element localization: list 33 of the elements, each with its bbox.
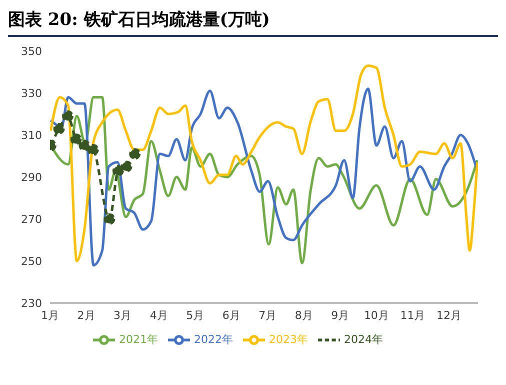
x-tick-label: 10月 [364, 308, 389, 322]
x-tick-label: 6月 [222, 308, 240, 322]
y-tick-label: 250 [21, 254, 42, 268]
legend-label: 2023年 [269, 333, 308, 346]
y-tick-label: 290 [21, 170, 42, 184]
point [70, 133, 82, 145]
y-tick-label: 330 [21, 86, 42, 100]
x-tick-label: 5月 [186, 308, 204, 322]
x-tick-label: 2月 [77, 308, 96, 322]
x-tick-label: 8月 [294, 308, 313, 322]
legend-label: 2022年 [194, 333, 233, 346]
point [112, 164, 124, 176]
point [62, 110, 74, 122]
x-tick-label: 7月 [258, 308, 277, 322]
y-tick-label: 270 [21, 212, 42, 226]
legend-label: 2024年 [344, 333, 383, 346]
legend-label: 2021年 [119, 333, 158, 346]
point [104, 213, 116, 225]
x-tick-label: 12月 [436, 308, 462, 322]
x-tick-label: 4月 [150, 308, 168, 322]
y-tick-label: 230 [21, 296, 42, 310]
point [129, 148, 141, 160]
point [87, 144, 99, 156]
x-tick-label: 11月 [400, 308, 426, 322]
point [120, 160, 132, 172]
x-tick-label: 1月 [41, 308, 59, 322]
point [53, 122, 65, 134]
point [78, 140, 90, 152]
x-tick-label: 3月 [114, 308, 132, 322]
chart-title: 图表 20: 铁矿石日均疏港量(万吨) [8, 8, 498, 37]
x-tick-label: 9月 [331, 308, 350, 322]
y-tick-label: 350 [21, 44, 42, 58]
y-tick-label: 310 [21, 128, 42, 142]
